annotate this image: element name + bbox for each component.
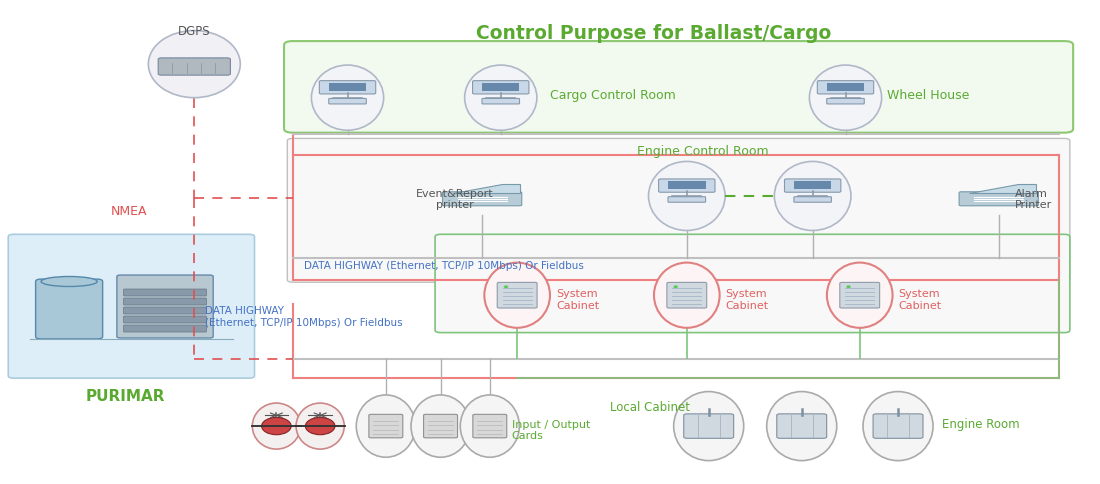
- Ellipse shape: [484, 263, 550, 328]
- FancyBboxPatch shape: [442, 192, 521, 206]
- Text: System
Cabinet: System Cabinet: [725, 288, 768, 310]
- FancyBboxPatch shape: [827, 84, 865, 92]
- Ellipse shape: [846, 286, 850, 288]
- Text: DATA HIGHWAY
(Ethernet, TCP/IP 10Mbps) Or Fieldbus: DATA HIGHWAY (Ethernet, TCP/IP 10Mbps) O…: [206, 305, 403, 327]
- FancyBboxPatch shape: [424, 414, 458, 438]
- FancyBboxPatch shape: [123, 325, 207, 333]
- Ellipse shape: [649, 162, 725, 231]
- Text: NMEA: NMEA: [110, 204, 147, 217]
- FancyBboxPatch shape: [794, 197, 832, 203]
- Text: Wheel House: Wheel House: [887, 89, 969, 102]
- FancyBboxPatch shape: [668, 182, 705, 190]
- Ellipse shape: [262, 418, 292, 435]
- Ellipse shape: [767, 392, 837, 461]
- FancyBboxPatch shape: [839, 283, 880, 308]
- Text: Alarm
Printer: Alarm Printer: [1015, 188, 1053, 210]
- Polygon shape: [452, 185, 519, 193]
- FancyBboxPatch shape: [817, 81, 873, 95]
- Ellipse shape: [673, 286, 678, 288]
- Ellipse shape: [148, 31, 240, 98]
- Text: Input / Output
Cards: Input / Output Cards: [512, 419, 590, 440]
- Ellipse shape: [774, 162, 851, 231]
- Ellipse shape: [864, 392, 933, 461]
- FancyBboxPatch shape: [473, 81, 529, 95]
- Text: PURIMAR: PURIMAR: [86, 389, 165, 404]
- FancyBboxPatch shape: [287, 139, 1070, 283]
- FancyBboxPatch shape: [827, 99, 865, 105]
- Text: Control Purpose for Ballast/Cargo: Control Purpose for Ballast/Cargo: [476, 24, 832, 43]
- FancyBboxPatch shape: [667, 283, 706, 308]
- Polygon shape: [969, 185, 1036, 193]
- Ellipse shape: [296, 403, 344, 449]
- Text: System
Cabinet: System Cabinet: [557, 288, 600, 310]
- FancyBboxPatch shape: [873, 414, 923, 439]
- FancyBboxPatch shape: [668, 197, 705, 203]
- FancyBboxPatch shape: [482, 84, 519, 92]
- Text: Event&Report
printer: Event&Report printer: [416, 188, 494, 210]
- FancyBboxPatch shape: [482, 99, 519, 105]
- Ellipse shape: [460, 395, 519, 457]
- FancyBboxPatch shape: [329, 84, 366, 92]
- FancyBboxPatch shape: [684, 414, 734, 439]
- Text: DGPS: DGPS: [178, 25, 210, 38]
- Ellipse shape: [654, 263, 719, 328]
- FancyBboxPatch shape: [959, 192, 1038, 206]
- Text: Engine Control Room: Engine Control Room: [637, 145, 769, 158]
- FancyBboxPatch shape: [117, 275, 213, 338]
- FancyBboxPatch shape: [329, 99, 366, 105]
- Text: System
Cabinet: System Cabinet: [898, 288, 942, 310]
- FancyBboxPatch shape: [284, 42, 1074, 134]
- FancyBboxPatch shape: [659, 180, 715, 193]
- Ellipse shape: [252, 403, 300, 449]
- Ellipse shape: [827, 263, 892, 328]
- FancyBboxPatch shape: [123, 289, 207, 296]
- FancyBboxPatch shape: [158, 59, 230, 76]
- Text: DATA HIGHWAY (Ethernet, TCP/IP 10Mbps) Or Fieldbus: DATA HIGHWAY (Ethernet, TCP/IP 10Mbps) O…: [304, 261, 584, 271]
- FancyBboxPatch shape: [497, 283, 537, 308]
- FancyBboxPatch shape: [794, 182, 832, 190]
- FancyBboxPatch shape: [784, 180, 840, 193]
- Ellipse shape: [41, 277, 97, 287]
- Text: Engine Room: Engine Room: [942, 417, 1020, 430]
- Ellipse shape: [411, 395, 470, 457]
- FancyBboxPatch shape: [368, 414, 403, 438]
- Ellipse shape: [356, 395, 416, 457]
- FancyBboxPatch shape: [319, 81, 376, 95]
- FancyBboxPatch shape: [436, 235, 1070, 333]
- FancyBboxPatch shape: [123, 307, 207, 314]
- FancyBboxPatch shape: [123, 317, 207, 323]
- FancyBboxPatch shape: [35, 280, 102, 339]
- FancyBboxPatch shape: [123, 299, 207, 305]
- Ellipse shape: [673, 392, 744, 461]
- FancyBboxPatch shape: [777, 414, 827, 439]
- Ellipse shape: [504, 286, 508, 288]
- FancyBboxPatch shape: [473, 414, 507, 438]
- Ellipse shape: [306, 418, 334, 435]
- Ellipse shape: [810, 66, 881, 131]
- Ellipse shape: [311, 66, 384, 131]
- Text: Local Cabinet: Local Cabinet: [610, 401, 690, 413]
- Text: Cargo Control Room: Cargo Control Room: [550, 89, 675, 102]
- FancyBboxPatch shape: [9, 235, 254, 378]
- Ellipse shape: [464, 66, 537, 131]
